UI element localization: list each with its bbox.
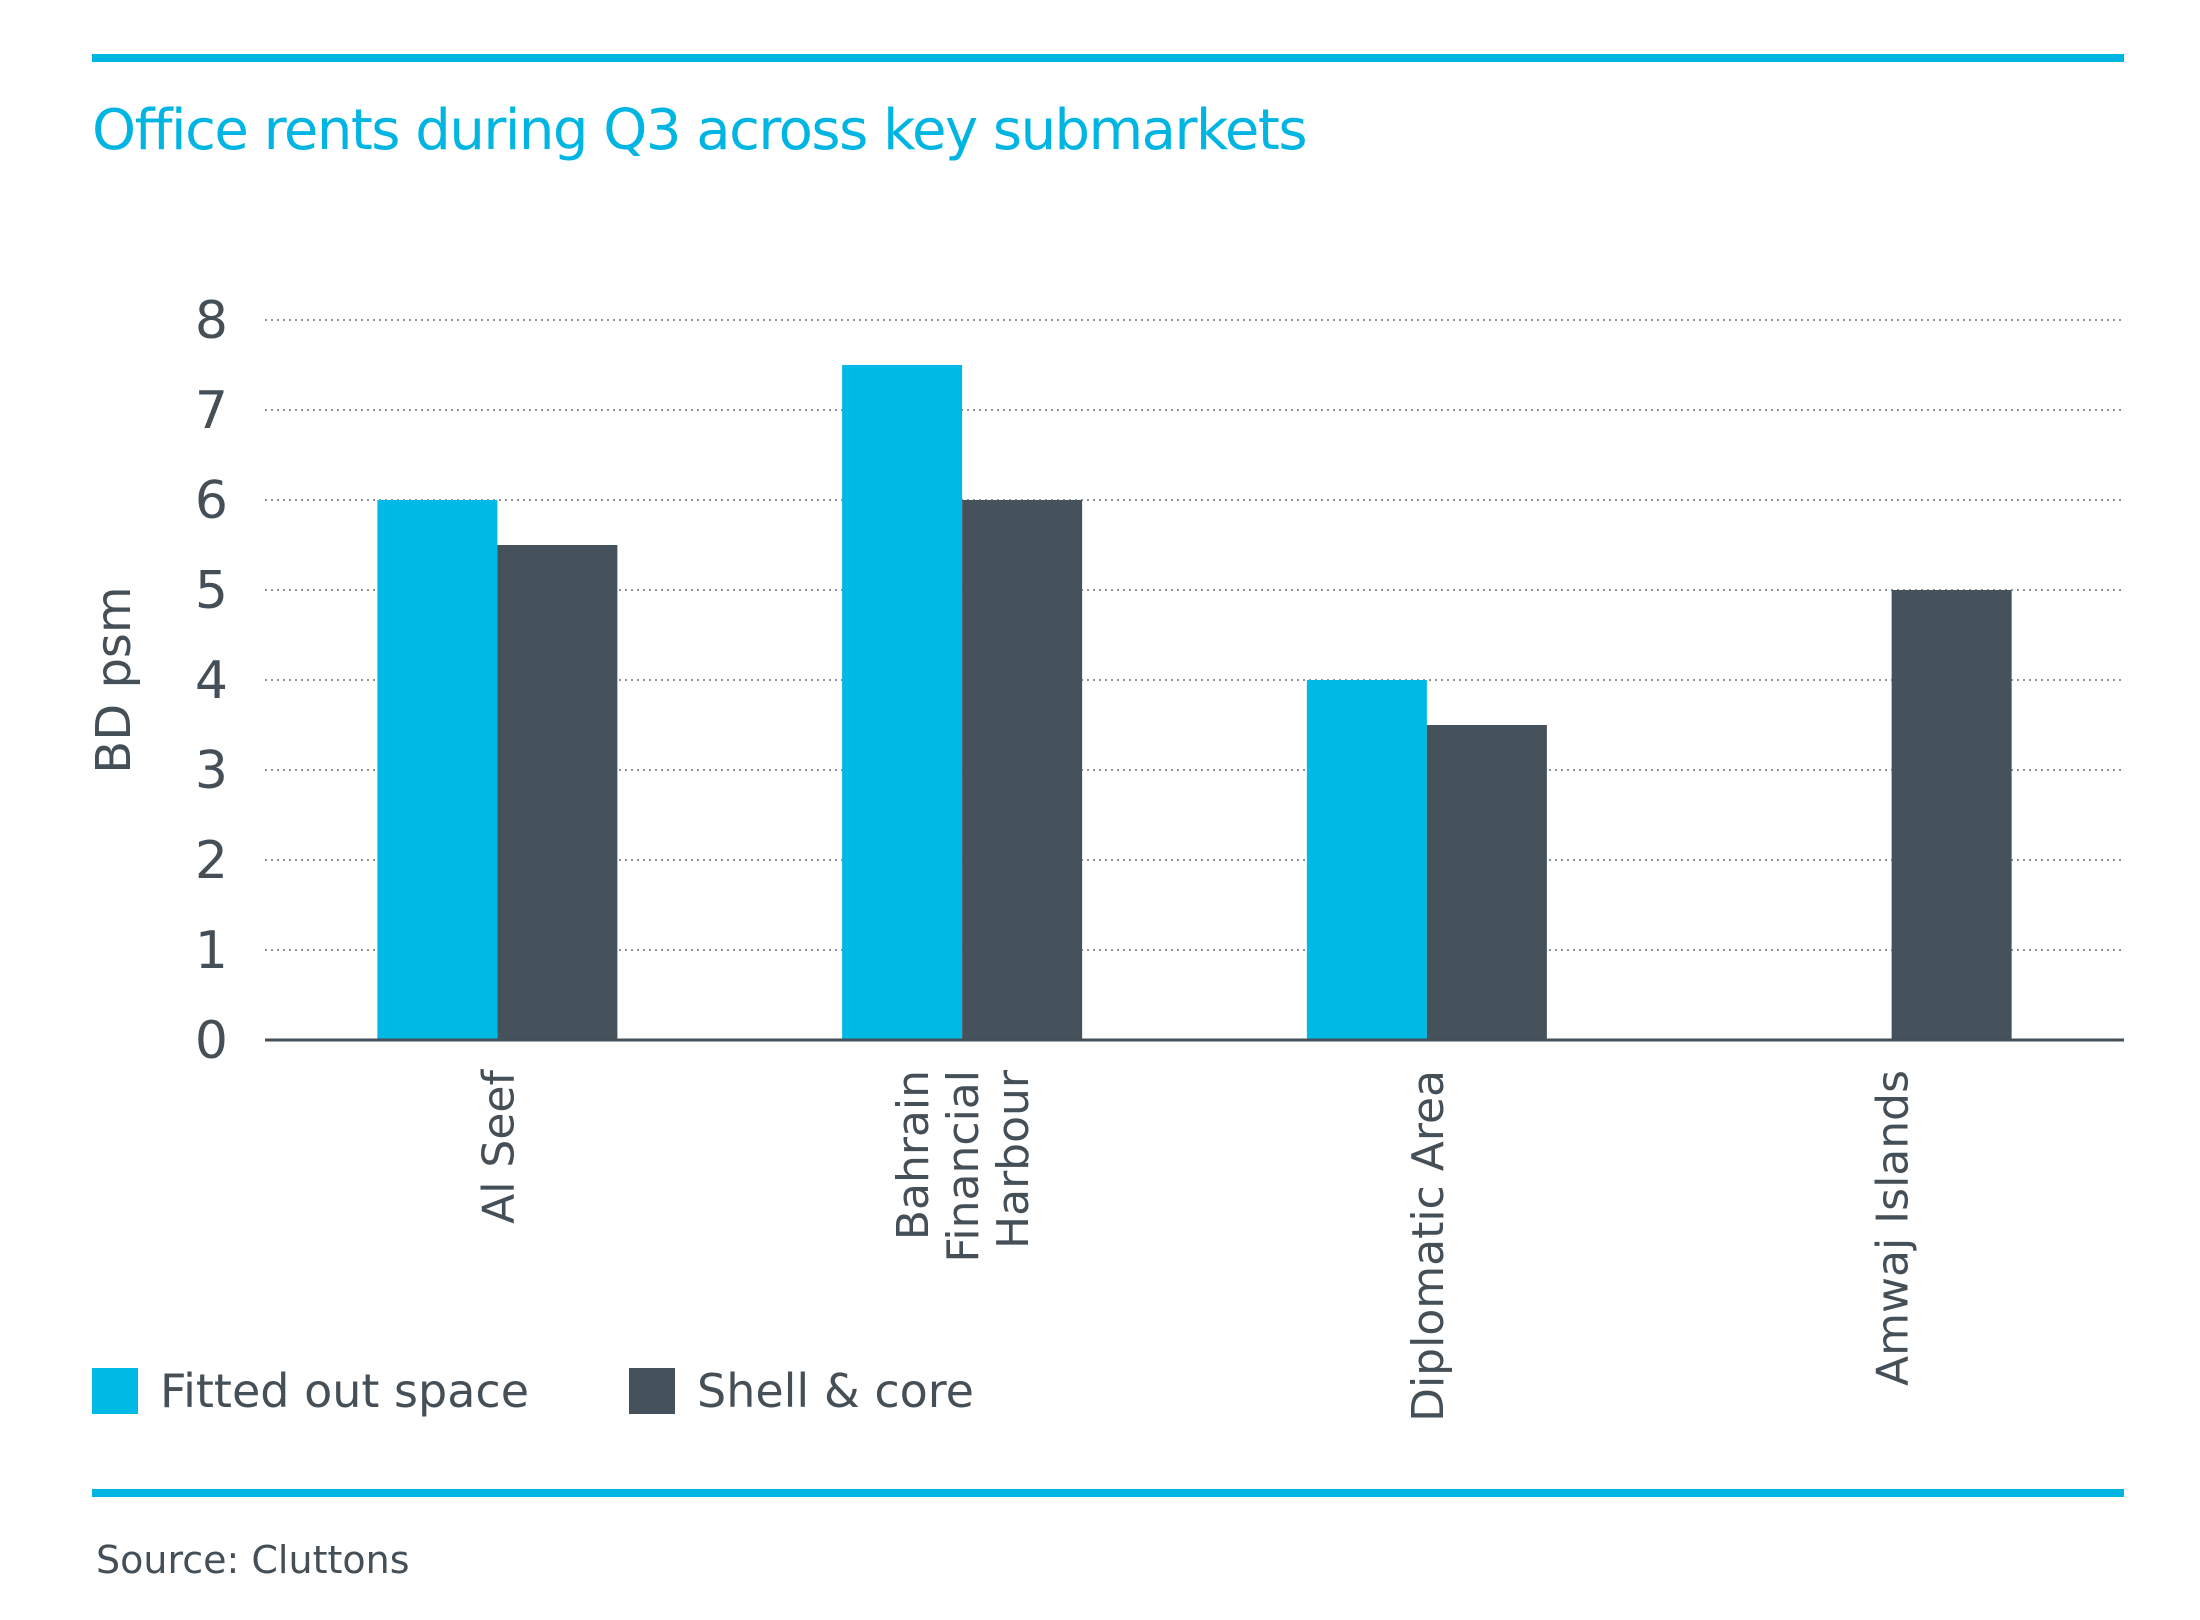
legend-item-shell-core: Shell & core	[629, 1364, 974, 1418]
y-tick-label-6: 6	[195, 471, 228, 531]
y-tick-labels: 0 1 2 3 4 5 6 7 8	[195, 291, 228, 1071]
legend-label-fitted-out: Fitted out space	[160, 1364, 529, 1418]
category-label-0-0: Al Seef	[473, 1068, 524, 1223]
category-label-1-2: Harbour	[988, 1069, 1039, 1249]
category-label-3-0: Amwaj Islands	[1868, 1070, 1919, 1386]
category-label-1-1: Financial	[938, 1070, 989, 1263]
y-tick-label-0: 0	[195, 1011, 228, 1071]
y-tick-label-3: 3	[195, 741, 228, 801]
chart-title: Office rents during Q3 across key submar…	[92, 98, 1308, 163]
bar-fitted-out-1	[842, 365, 963, 1040]
category-label-1-0: Bahrain	[888, 1070, 939, 1240]
gridlines	[265, 319, 2124, 951]
bar-shell-core-0	[497, 545, 618, 1040]
legend-swatch-fitted-out	[92, 1368, 138, 1414]
category-labels: Al Seef Bahrain Financial Harbour Diplomatic…	[473, 1068, 1918, 1421]
y-tick-label-8: 8	[195, 291, 228, 351]
y-tick-label-1: 1	[195, 921, 228, 981]
top-rule	[92, 54, 2124, 62]
y-tick-label-4: 4	[195, 651, 228, 711]
bar-fitted-out-0	[377, 500, 498, 1040]
legend-swatch-shell-core	[629, 1368, 675, 1414]
y-axis-title: BD psm	[86, 586, 142, 773]
bar-shell-core-3	[1891, 590, 2012, 1040]
y-tick-label-5: 5	[195, 561, 228, 621]
bottom-rule	[92, 1489, 2124, 1497]
bar-fitted-out-2	[1306, 680, 1427, 1040]
category-label-2-0: Diplomatic Area	[1403, 1070, 1454, 1422]
legend-label-shell-core: Shell & core	[697, 1364, 974, 1418]
y-tick-label-2: 2	[195, 831, 228, 891]
source-note: Source: Cluttons	[96, 1538, 410, 1582]
bar-shell-core-2	[1426, 725, 1547, 1040]
legend-item-fitted-out: Fitted out space	[92, 1364, 529, 1418]
bar-shell-core-1	[962, 500, 1083, 1040]
y-tick-label-7: 7	[195, 381, 228, 441]
legend: Fitted out space Shell & core	[92, 1364, 1074, 1418]
bars	[377, 365, 2012, 1040]
